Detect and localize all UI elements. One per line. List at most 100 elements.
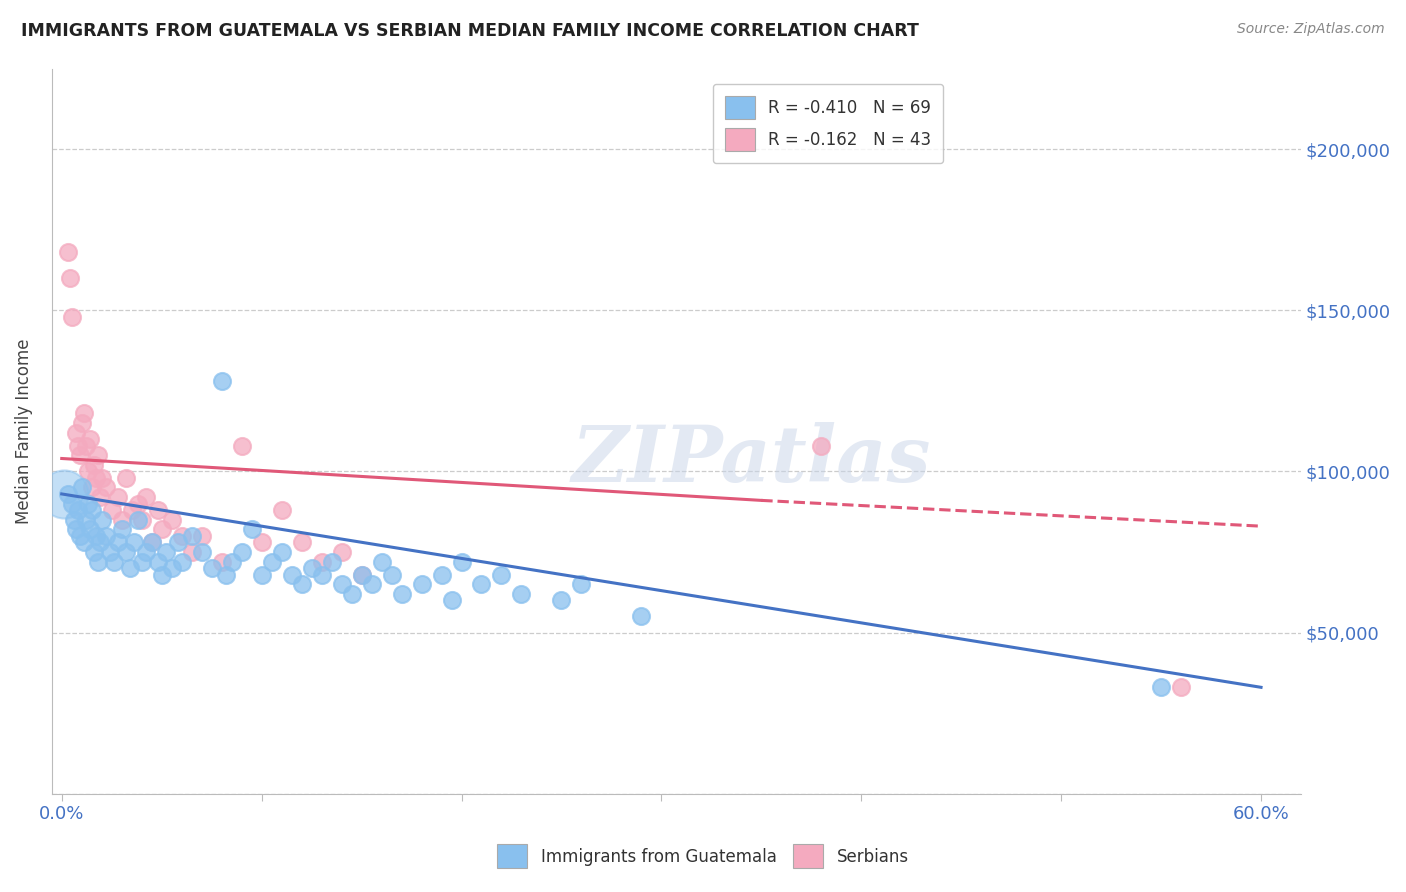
Point bbox=[150, 522, 173, 536]
Point bbox=[56, 487, 79, 501]
Point bbox=[75, 513, 97, 527]
Point bbox=[75, 439, 97, 453]
Point bbox=[80, 503, 103, 517]
Point bbox=[84, 529, 107, 543]
Legend: R = -0.410   N = 69, R = -0.162   N = 43: R = -0.410 N = 69, R = -0.162 N = 43 bbox=[713, 84, 943, 163]
Point bbox=[321, 555, 343, 569]
Text: IMMIGRANTS FROM GUATEMALA VS SERBIAN MEDIAN FAMILY INCOME CORRELATION CHART: IMMIGRANTS FROM GUATEMALA VS SERBIAN MED… bbox=[21, 22, 920, 40]
Point bbox=[90, 513, 112, 527]
Point bbox=[94, 481, 117, 495]
Point bbox=[84, 471, 107, 485]
Point bbox=[65, 522, 87, 536]
Point bbox=[114, 471, 136, 485]
Point bbox=[121, 503, 143, 517]
Point bbox=[66, 503, 89, 517]
Point bbox=[150, 567, 173, 582]
Point bbox=[65, 425, 87, 440]
Point bbox=[440, 593, 463, 607]
Point bbox=[56, 245, 79, 260]
Point bbox=[291, 577, 314, 591]
Point bbox=[340, 587, 363, 601]
Point bbox=[76, 464, 98, 478]
Y-axis label: Median Family Income: Median Family Income bbox=[15, 338, 32, 524]
Point bbox=[411, 577, 433, 591]
Point bbox=[250, 567, 273, 582]
Point bbox=[330, 545, 353, 559]
Point bbox=[90, 471, 112, 485]
Point bbox=[66, 439, 89, 453]
Point bbox=[1150, 681, 1173, 695]
Point bbox=[240, 522, 263, 536]
Text: Source: ZipAtlas.com: Source: ZipAtlas.com bbox=[1237, 22, 1385, 37]
Point bbox=[87, 448, 110, 462]
Point bbox=[221, 555, 243, 569]
Point bbox=[89, 490, 111, 504]
Point bbox=[201, 561, 224, 575]
Point bbox=[1170, 681, 1192, 695]
Point bbox=[180, 529, 202, 543]
Point bbox=[231, 439, 253, 453]
Point bbox=[280, 567, 302, 582]
Point bbox=[76, 497, 98, 511]
Point bbox=[127, 497, 149, 511]
Point bbox=[89, 535, 111, 549]
Point bbox=[166, 535, 188, 549]
Point bbox=[170, 529, 193, 543]
Point bbox=[350, 567, 373, 582]
Point bbox=[810, 439, 832, 453]
Point bbox=[180, 545, 202, 559]
Point bbox=[131, 513, 153, 527]
Point bbox=[301, 561, 323, 575]
Point bbox=[79, 432, 101, 446]
Point bbox=[450, 555, 472, 569]
Point bbox=[211, 374, 233, 388]
Point bbox=[87, 555, 110, 569]
Point bbox=[270, 503, 292, 517]
Point bbox=[270, 545, 292, 559]
Point bbox=[69, 448, 91, 462]
Point bbox=[391, 587, 413, 601]
Point bbox=[100, 503, 122, 517]
Point bbox=[260, 555, 283, 569]
Point bbox=[114, 545, 136, 559]
Point bbox=[60, 310, 83, 324]
Point bbox=[470, 577, 492, 591]
Point bbox=[510, 587, 533, 601]
Point bbox=[52, 487, 75, 501]
Point bbox=[160, 513, 183, 527]
Point bbox=[107, 490, 129, 504]
Point bbox=[131, 555, 153, 569]
Point bbox=[111, 522, 134, 536]
Point bbox=[127, 513, 149, 527]
Point bbox=[155, 545, 177, 559]
Point bbox=[311, 555, 333, 569]
Point bbox=[141, 535, 163, 549]
Point bbox=[122, 535, 145, 549]
Point bbox=[370, 555, 392, 569]
Point bbox=[550, 593, 572, 607]
Point bbox=[103, 555, 125, 569]
Point bbox=[111, 513, 134, 527]
Text: ZIPatlas: ZIPatlas bbox=[572, 422, 931, 499]
Point bbox=[70, 416, 93, 430]
Point bbox=[94, 529, 117, 543]
Point bbox=[190, 529, 212, 543]
Point bbox=[430, 567, 453, 582]
Point bbox=[231, 545, 253, 559]
Point bbox=[73, 535, 96, 549]
Point bbox=[211, 555, 233, 569]
Point bbox=[380, 567, 402, 582]
Point bbox=[350, 567, 373, 582]
Point bbox=[190, 545, 212, 559]
Point bbox=[69, 529, 91, 543]
Point bbox=[146, 503, 169, 517]
Point bbox=[160, 561, 183, 575]
Point bbox=[214, 567, 236, 582]
Point bbox=[79, 522, 101, 536]
Point bbox=[118, 561, 141, 575]
Point bbox=[135, 545, 157, 559]
Point bbox=[73, 406, 96, 420]
Point bbox=[170, 555, 193, 569]
Point bbox=[571, 577, 593, 591]
Point bbox=[360, 577, 382, 591]
